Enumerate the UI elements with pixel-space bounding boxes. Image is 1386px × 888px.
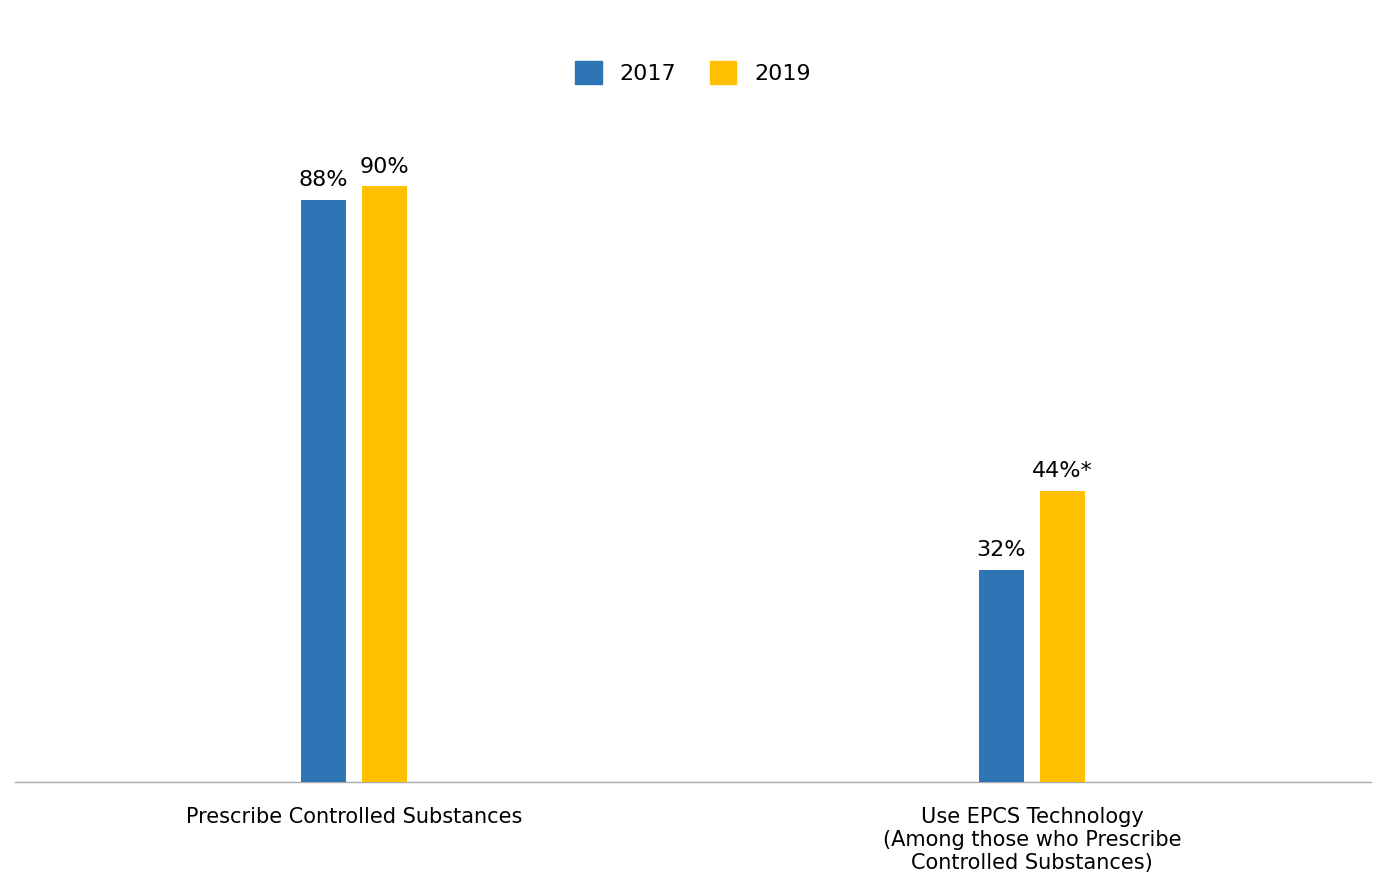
Text: 88%: 88% xyxy=(299,170,348,190)
Text: 32%: 32% xyxy=(977,540,1026,560)
Bar xyxy=(1041,491,1084,781)
Bar xyxy=(980,570,1023,781)
Text: 90%: 90% xyxy=(360,156,409,177)
Bar xyxy=(302,200,345,781)
Text: 44%*: 44%* xyxy=(1033,461,1094,480)
Legend: 2017, 2019: 2017, 2019 xyxy=(564,50,822,95)
Bar xyxy=(363,186,406,781)
